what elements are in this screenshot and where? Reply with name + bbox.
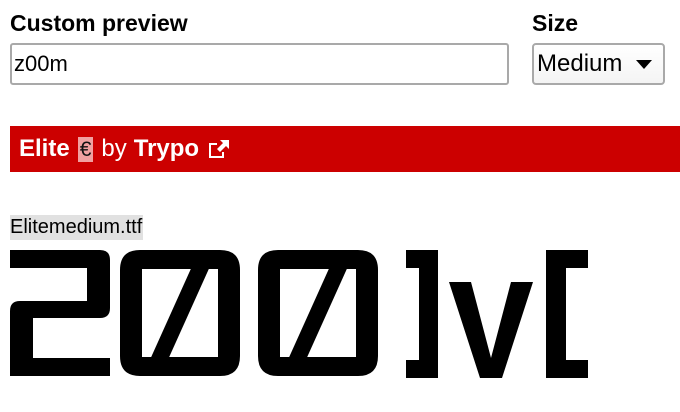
by-label: by [101,135,127,162]
custom-preview-label: Custom preview [10,10,188,36]
size-label: Size [532,10,579,36]
chevron-down-icon [636,60,652,69]
price-badge: € [77,136,94,162]
custom-preview-input[interactable] [10,43,509,85]
font-header-bar: Elite € by Trypo [10,126,680,172]
sample-glyph-2 [10,250,110,376]
sample-glyph-zero-1 [120,250,240,376]
size-dropdown[interactable]: Medium [532,43,665,85]
sample-glyph-zero-2 [258,250,378,376]
sample-glyph-v [449,282,533,378]
designer-link[interactable]: Trypo [133,135,200,162]
font-name-link[interactable]: Elite [19,135,70,162]
font-sample-rendering [10,250,588,378]
sample-glyph-bracket-right [406,250,438,378]
sample-glyph-bracket-left [546,250,588,378]
size-dropdown-value: Medium [537,50,623,77]
external-link-icon[interactable] [208,139,231,159]
font-file-name: Elitemedium.ttf [10,215,144,240]
